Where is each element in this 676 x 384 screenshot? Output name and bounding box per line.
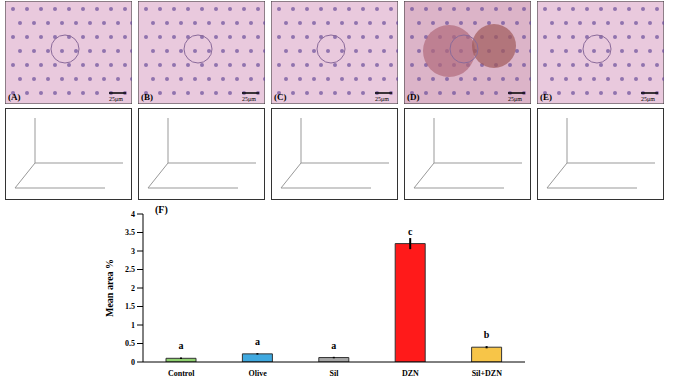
svg-text:0: 0: [131, 358, 135, 367]
svg-text:(C): (C): [274, 92, 287, 102]
svg-text:0.5: 0.5: [125, 339, 135, 348]
svg-text:Olive: Olive: [248, 369, 267, 378]
svg-text:a: a: [179, 340, 184, 351]
svg-text:4: 4: [131, 210, 135, 219]
svg-text:Mean area %: Mean area %: [104, 259, 115, 317]
svg-text:(D): (D): [407, 92, 420, 102]
svg-text:Control: Control: [168, 369, 195, 378]
svg-text:a: a: [331, 340, 336, 351]
svg-text:25μm: 25μm: [109, 96, 123, 102]
svg-text:Sil+DZN: Sil+DZN: [472, 369, 503, 378]
svg-text:2: 2: [131, 284, 135, 293]
svg-text:2.5: 2.5: [125, 265, 135, 274]
svg-text:25μm: 25μm: [508, 96, 522, 102]
svg-text:3: 3: [131, 247, 135, 256]
svg-text:(E): (E): [540, 92, 552, 102]
svg-text:25μm: 25μm: [242, 96, 256, 102]
svg-text:(A): (A): [8, 92, 21, 102]
svg-text:c: c: [408, 226, 413, 237]
svg-text:Sil: Sil: [330, 369, 340, 378]
svg-text:1.5: 1.5: [125, 302, 135, 311]
svg-text:b: b: [484, 329, 490, 340]
svg-text:DZN: DZN: [402, 369, 419, 378]
svg-text:3.5: 3.5: [125, 228, 135, 237]
svg-text:25μm: 25μm: [641, 96, 655, 102]
svg-text:(B): (B): [141, 92, 153, 102]
svg-text:1: 1: [131, 321, 135, 330]
svg-text:25μm: 25μm: [375, 96, 389, 102]
html-text:(F): (F): [155, 204, 168, 215]
svg-text:a: a: [255, 336, 260, 347]
